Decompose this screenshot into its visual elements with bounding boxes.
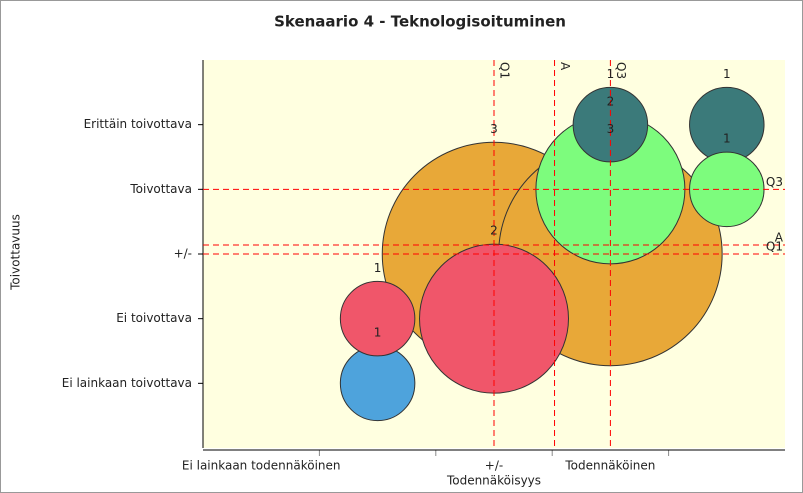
bubble-label: 2 (607, 94, 615, 108)
y-axis-label: Toivottavuus (9, 214, 23, 291)
reference-label: Q3 (614, 62, 628, 79)
bubble-label: 1 (723, 132, 731, 146)
reference-label: Q1 (766, 240, 783, 254)
bubble-label: 1 (607, 67, 615, 81)
reference-label: A (558, 62, 572, 71)
y-tick-label: Erittäin toivottava (84, 117, 192, 131)
y-tick-label: Toivottava (129, 182, 192, 196)
x-tick-label: Ei lainkaan todennäköinen (182, 459, 341, 473)
bubble-label: 1 (374, 261, 382, 275)
bubble-label: 1 (374, 326, 382, 340)
y-tick-label: Ei lainkaan toivottava (62, 376, 192, 390)
x-tick-label: Todennäköinen (564, 459, 655, 473)
bubble (689, 86, 765, 163)
x-tick-label: +/- (485, 459, 503, 473)
bubble-label: 2 (490, 224, 498, 238)
bubble (339, 345, 416, 422)
y-tick-label: +/- (174, 247, 192, 261)
x-axis-label: Todennäköisyys (446, 474, 541, 488)
bubble-label: 3 (607, 122, 615, 136)
y-tick-label: Ei toivottava (116, 311, 192, 325)
reference-label: Q1 (498, 62, 512, 79)
bubble (339, 280, 416, 357)
bubble-label: 1 (723, 67, 731, 81)
bubble-label: 3 (490, 122, 498, 136)
reference-label: A (775, 230, 784, 244)
reference-label: Q3 (766, 175, 783, 189)
chart-title: Skenaario 4 - Teknologisoituminen (274, 13, 566, 31)
